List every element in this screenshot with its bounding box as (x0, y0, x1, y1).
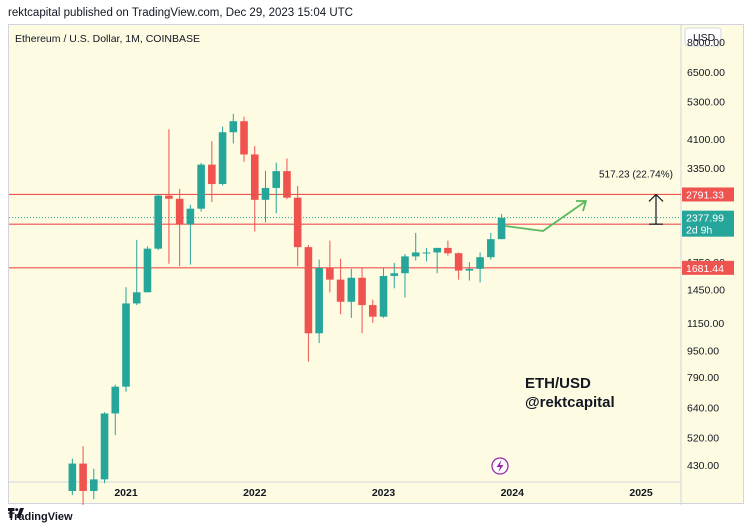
candle-body[interactable] (411, 252, 420, 257)
candle-body[interactable] (304, 247, 313, 334)
candle-body[interactable] (229, 121, 238, 133)
level-price-tag-text: 1681.44 (686, 263, 724, 275)
y-tick-label: 640.00 (687, 403, 719, 415)
candle-body[interactable] (111, 386, 120, 414)
y-tick-label: 3350.00 (687, 163, 725, 175)
candle-body[interactable] (347, 277, 356, 302)
y-tick-label: 4100.00 (687, 134, 725, 146)
x-tick-label: 2024 (501, 487, 525, 499)
candle-body[interactable] (240, 121, 248, 155)
candle-body[interactable] (315, 267, 323, 334)
candle-body[interactable] (433, 247, 441, 253)
annotation-line1: ETH/USD (525, 375, 591, 392)
x-tick-label: 2021 (114, 487, 138, 499)
projection-arrowhead-icon (576, 200, 587, 212)
candle-body[interactable] (218, 132, 227, 185)
candle-body[interactable] (465, 268, 474, 271)
candle-body[interactable] (100, 413, 109, 480)
tradingview-logo-icon (8, 508, 24, 518)
level-price-tag-bg (682, 260, 734, 275)
candle-body[interactable] (476, 257, 484, 269)
candle-body[interactable] (293, 197, 302, 248)
candle-body[interactable] (283, 171, 291, 198)
candle-body[interactable] (454, 253, 463, 271)
x-tick-label: 2025 (629, 487, 653, 499)
candle-body[interactable] (497, 217, 506, 240)
x-tick-label: 2023 (372, 487, 396, 499)
y-tick-label: 950.00 (687, 345, 719, 357)
candle-body[interactable] (390, 273, 399, 276)
candle-body[interactable] (379, 275, 388, 317)
footer: TradingView (8, 508, 73, 526)
measure-arrow-icon (648, 193, 664, 202)
symbol-title: Ethereum / U.S. Dollar, 1M, COINBASE (15, 33, 200, 45)
candle-body[interactable] (68, 463, 77, 491)
level-price-tag-text: 2791.33 (686, 189, 724, 201)
candle-body[interactable] (487, 239, 495, 258)
lightning-bolt-icon (496, 460, 504, 472)
candle-body[interactable] (422, 252, 431, 254)
y-tick-label: 430.00 (687, 460, 719, 472)
publish-info: rektcapital published on TradingView.com… (8, 7, 353, 19)
level-price-tag-bg (682, 187, 734, 202)
y-tick-label: 520.00 (687, 433, 719, 445)
candle-body[interactable] (368, 305, 377, 317)
candle-body[interactable] (132, 292, 141, 304)
candle-body[interactable] (250, 154, 259, 200)
candle-body[interactable] (90, 479, 98, 491)
candle-body[interactable] (336, 279, 345, 302)
candle-body[interactable] (122, 303, 130, 387)
current-price-tag-text: 2377.99 (686, 213, 724, 225)
candle-body[interactable] (444, 247, 452, 254)
candle-body[interactable] (272, 171, 281, 188)
currency-label: USD (693, 32, 716, 44)
current-price-tag-bg (682, 210, 734, 237)
projection-path (504, 200, 587, 232)
candle-body[interactable] (208, 164, 216, 185)
y-tick-label: 5300.00 (687, 97, 725, 109)
price-chart[interactable]: Ethereum / U.S. Dollar, 1M, COINBASE USD8… (9, 25, 745, 505)
annotation-line2: @rektcapital (525, 394, 615, 411)
y-tick-label: 6500.00 (687, 67, 725, 79)
chart-frame[interactable]: Ethereum / U.S. Dollar, 1M, COINBASE USD 8… (8, 24, 745, 505)
candle-body[interactable] (154, 195, 162, 249)
candle-body[interactable] (143, 248, 152, 293)
y-tick-label: 1150.00 (687, 318, 724, 330)
current-price-tag-countdown: 2d 9h (686, 225, 712, 237)
footer-brand: TradingView (8, 511, 73, 523)
candle-body[interactable] (197, 164, 205, 209)
candle-body[interactable] (165, 195, 173, 199)
candle-body[interactable] (326, 267, 334, 280)
currency-box[interactable] (684, 27, 722, 47)
candle-body[interactable] (186, 208, 195, 225)
measure-label: 517.23 (22.74%) (599, 169, 673, 180)
y-tick-label: 8000.00 (687, 37, 725, 49)
y-tick-label: 790.00 (687, 372, 719, 384)
y-tick-label: 1450.00 (687, 284, 725, 296)
candle-body[interactable] (401, 256, 409, 274)
candle-body[interactable] (261, 187, 270, 200)
x-tick-label: 2022 (243, 487, 267, 499)
candle-body[interactable] (79, 463, 87, 491)
candle-body[interactable] (175, 198, 184, 225)
candle-body[interactable] (358, 277, 366, 306)
